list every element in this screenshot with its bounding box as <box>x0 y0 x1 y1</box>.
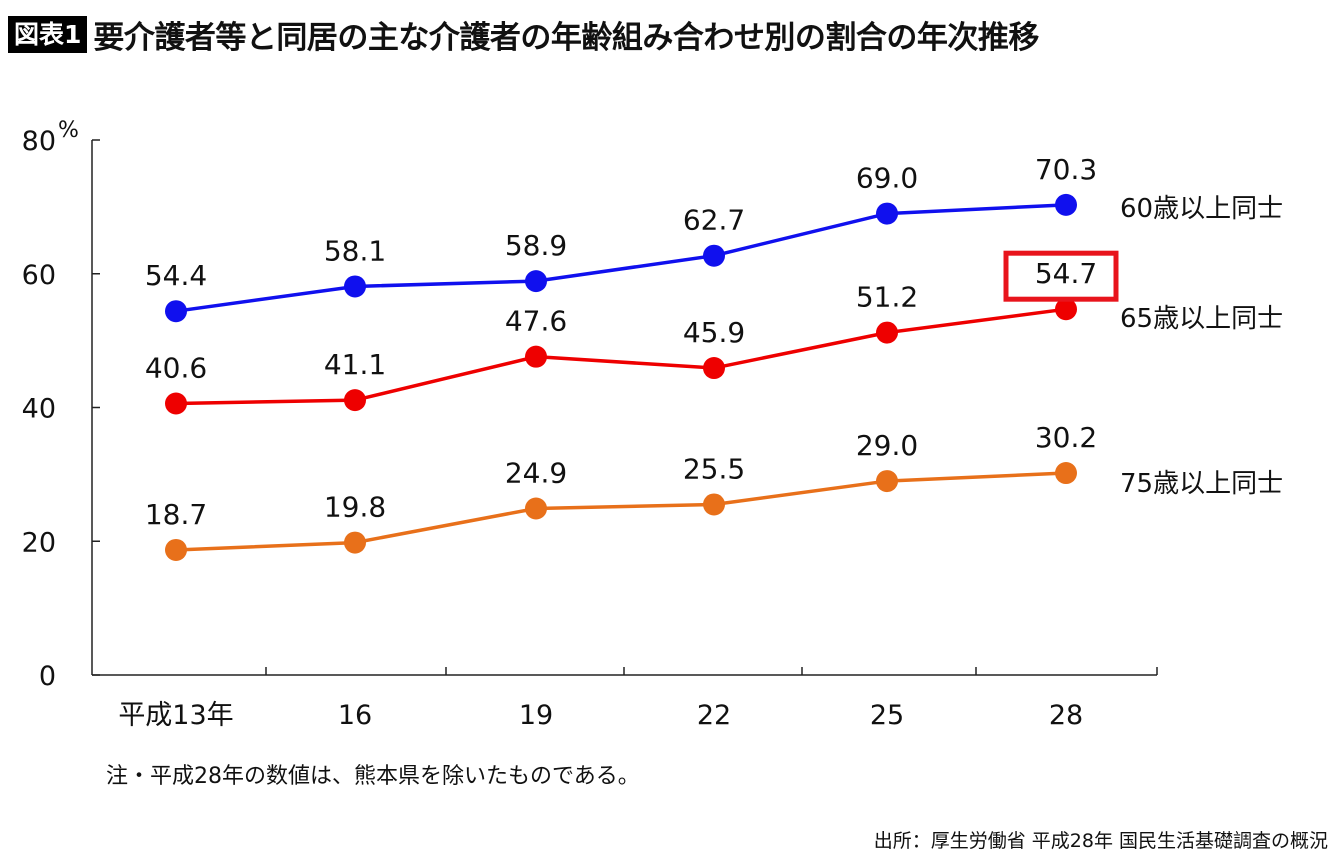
data-label: 58.1 <box>324 234 386 267</box>
data-point <box>344 389 366 412</box>
y-tick-label: 0 <box>39 661 56 692</box>
data-label: 58.9 <box>505 229 567 262</box>
data-label: 30.2 <box>1035 421 1097 454</box>
data-label: 25.5 <box>683 452 745 485</box>
data-point <box>165 538 187 561</box>
y-tick-label: 40 <box>22 394 56 425</box>
data-point <box>703 357 725 380</box>
data-point <box>344 531 366 554</box>
data-point <box>876 202 898 225</box>
data-point <box>165 300 187 323</box>
data-label: 41.1 <box>324 348 386 381</box>
series-name-label: 60歳以上同士 <box>1120 194 1283 224</box>
data-point <box>525 345 547 368</box>
data-label: 19.8 <box>324 491 386 524</box>
series-name-label: 75歳以上同士 <box>1120 469 1283 499</box>
data-point <box>344 275 366 298</box>
x-tick-label: 19 <box>519 700 553 731</box>
y-unit-label: % <box>58 118 79 143</box>
data-point <box>1055 298 1077 321</box>
data-point <box>703 244 725 267</box>
data-label: 70.3 <box>1035 153 1097 186</box>
chart-title: 要介護者等と同居の主な介護者の年齢組み合わせ別の割合の年次推移 <box>93 19 1039 56</box>
highlight-box <box>1003 250 1119 302</box>
data-label: 24.9 <box>505 456 567 489</box>
data-label: 62.7 <box>683 204 745 237</box>
data-label: 29.0 <box>856 429 918 462</box>
data-point <box>876 321 898 344</box>
data-label: 69.0 <box>856 162 918 195</box>
chart-header: 図表1 要介護者等と同居の主な介護者の年齢組み合わせ別の割合の年次推移 <box>8 8 1039 60</box>
data-label: 45.9 <box>683 316 745 349</box>
x-tick-label: 28 <box>1049 700 1083 731</box>
data-point <box>876 470 898 493</box>
series-line <box>175 307 1067 406</box>
data-point <box>1055 462 1077 485</box>
data-point <box>703 493 725 516</box>
data-label: 47.6 <box>505 305 567 338</box>
data-point <box>525 497 547 520</box>
data-point <box>1055 193 1077 216</box>
series-name-label: 65歳以上同士 <box>1120 304 1283 334</box>
series-line <box>175 203 1067 313</box>
y-tick-label: 80 <box>22 126 56 157</box>
x-tick-label: 22 <box>697 700 731 731</box>
x-tick-label: 平成13年 <box>118 700 233 731</box>
data-point <box>525 270 547 293</box>
x-tick-label: 16 <box>338 700 372 731</box>
data-label: 51.2 <box>856 281 918 314</box>
series-line <box>175 471 1067 552</box>
y-tick-label: 20 <box>22 527 56 558</box>
data-label: 18.7 <box>145 498 207 531</box>
figure-badge: 図表1 <box>8 15 88 53</box>
data-label: 54.7 <box>1035 257 1097 290</box>
data-label: 54.4 <box>145 259 207 292</box>
y-tick-label: 60 <box>22 260 56 291</box>
source-credit: 出所：厚生労働省 平成28年 国民生活基礎調査の概況 <box>873 830 1328 852</box>
data-label: 40.6 <box>145 351 207 384</box>
data-point <box>165 392 187 415</box>
footnote: 注・平成28年の数値は、熊本県を除いたものである。 <box>106 764 640 789</box>
x-tick-label: 25 <box>870 700 904 731</box>
